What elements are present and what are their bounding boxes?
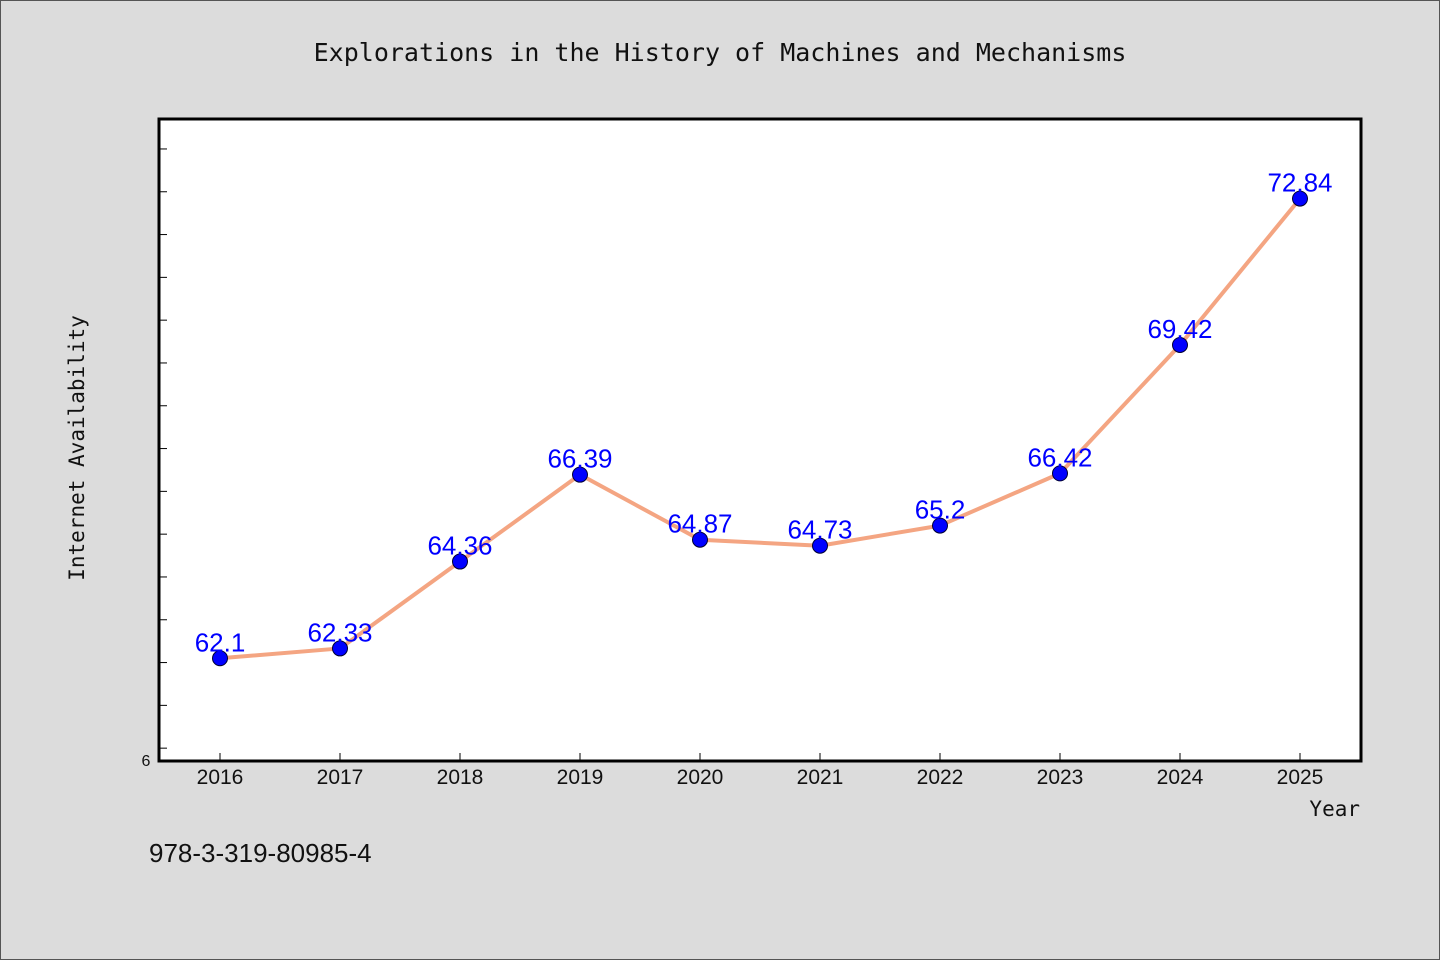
x-axis-tick-labels: 2016 2017 2018 2019 2020 2021 2022 2023 2024 2025 — [197, 766, 1324, 789]
x-tick-label: 2023 — [1037, 766, 1084, 789]
x-tick-label: 2021 — [797, 766, 844, 789]
data-point-marker — [1052, 465, 1068, 482]
x-tick-label: 2018 — [437, 766, 484, 789]
series-markers — [212, 190, 1308, 667]
x-tick-label: 2024 — [1157, 766, 1204, 789]
x-tick-label: 2022 — [917, 766, 964, 789]
y-tick-label: 6 — [142, 753, 151, 770]
x-tick-label: 2019 — [557, 766, 604, 789]
data-label: 62.33 — [307, 617, 372, 647]
x-axis-label: Year — [1309, 797, 1360, 821]
x-tick-label: 2020 — [677, 766, 724, 789]
y-axis-label: Internet Availability — [65, 315, 89, 581]
data-label: 65.2 — [915, 495, 966, 525]
data-label: 64.73 — [787, 515, 852, 545]
data-point-marker — [1292, 190, 1308, 207]
data-point-marker — [812, 537, 828, 554]
data-label: 66.39 — [547, 444, 612, 474]
x-axis-ticks — [219, 753, 1301, 761]
data-point-marker — [332, 640, 348, 657]
data-point-marker — [572, 466, 588, 483]
chart-title: Explorations in the History of Machines … — [314, 38, 1127, 67]
data-point-marker — [212, 650, 228, 667]
data-label: 64.87 — [667, 509, 732, 539]
x-tick-label: 2017 — [317, 766, 364, 789]
plot-area — [157, 117, 1363, 763]
data-label: 64.36 — [427, 531, 492, 561]
data-label: 66.42 — [1027, 442, 1092, 472]
data-label: 69.42 — [1147, 314, 1212, 344]
series-line — [219, 197, 1302, 661]
data-point-marker — [692, 531, 708, 548]
data-point-marker — [932, 517, 948, 534]
x-tick-label: 2016 — [197, 766, 244, 789]
data-point-marker — [452, 553, 468, 570]
data-label: 62.1 — [195, 627, 246, 657]
data-point-marker — [1172, 336, 1188, 353]
data-label: 72.84 — [1267, 168, 1332, 198]
x-tick-label: 2025 — [1277, 766, 1324, 789]
y-axis-ticks — [159, 148, 167, 749]
data-labels: 62.1 62.33 64.36 66.39 64.87 64.73 65.2 66.42 69… — [195, 168, 1333, 658]
isbn-text: 978-3-319-80985-4 — [149, 838, 372, 868]
